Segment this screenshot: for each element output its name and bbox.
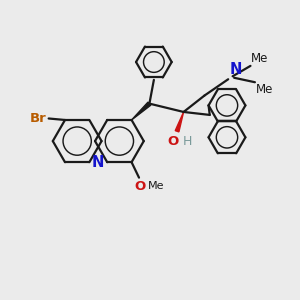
Polygon shape bbox=[175, 112, 184, 132]
Text: Me: Me bbox=[251, 52, 269, 65]
Text: H: H bbox=[182, 135, 192, 148]
Text: N: N bbox=[91, 155, 104, 170]
Polygon shape bbox=[132, 102, 151, 120]
Text: Me: Me bbox=[256, 83, 273, 96]
Text: Br: Br bbox=[29, 112, 46, 125]
Text: Me: Me bbox=[148, 181, 164, 190]
Text: O: O bbox=[134, 180, 145, 193]
Text: N: N bbox=[230, 62, 242, 77]
Text: O: O bbox=[167, 135, 178, 148]
